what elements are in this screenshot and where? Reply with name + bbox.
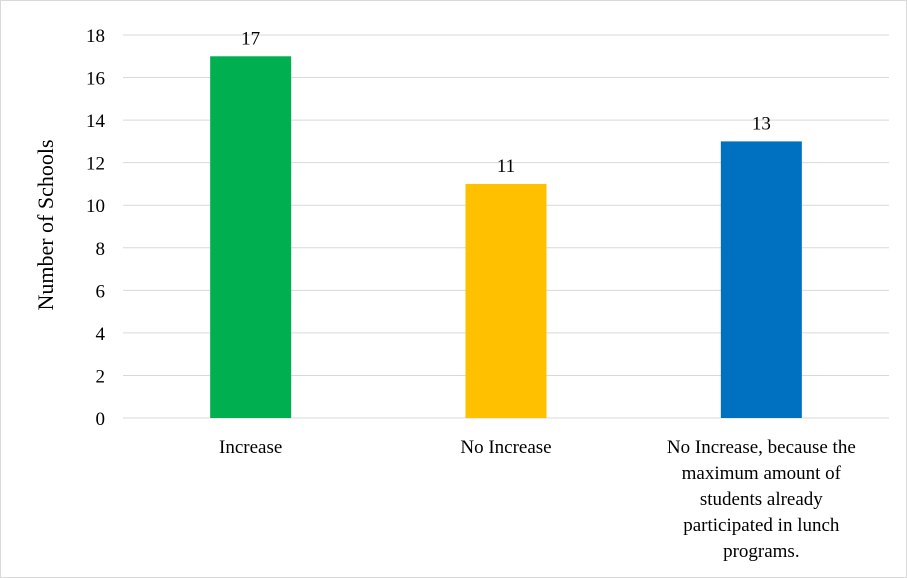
category-label-line: maximum amount of <box>682 463 842 484</box>
y-tick-labels: 0 2 4 6 8 10 12 14 16 18 <box>86 26 106 430</box>
y-tick-label: 0 <box>96 409 106 430</box>
category-label: No Increase, because the maximum amount o… <box>667 437 856 562</box>
y-tick-label: 10 <box>86 196 105 217</box>
category-label-line: No Increase <box>460 437 551 458</box>
data-label: 17 <box>241 28 260 49</box>
bar <box>210 56 292 419</box>
y-tick-label: 18 <box>86 26 105 47</box>
bars <box>210 56 802 419</box>
y-tick-label: 16 <box>86 69 105 90</box>
data-labels: 17 11 13 <box>241 28 771 177</box>
category-label: No Increase <box>460 437 551 458</box>
category-label-line: No Increase, because the <box>667 437 856 458</box>
data-label: 11 <box>497 156 515 177</box>
y-tick-label: 14 <box>86 111 106 132</box>
category-label-line: Increase <box>219 437 282 458</box>
category-label: Increase <box>219 437 282 458</box>
category-label-line: programs. <box>723 541 800 562</box>
category-label-line: students already <box>700 489 823 510</box>
y-tick-label: 2 <box>96 366 106 387</box>
y-tick-label: 12 <box>86 154 105 175</box>
y-tick-label: 4 <box>96 324 106 345</box>
y-axis-title: Number of Schools <box>33 139 58 310</box>
bar <box>465 183 547 418</box>
y-tick-label: 8 <box>96 239 106 260</box>
y-tick-label: 6 <box>96 281 106 302</box>
category-labels: Increase No Increase No Increase, because … <box>219 437 856 562</box>
data-label: 13 <box>752 113 771 134</box>
bar <box>720 141 802 418</box>
category-label-line: participated in lunch <box>683 515 840 536</box>
